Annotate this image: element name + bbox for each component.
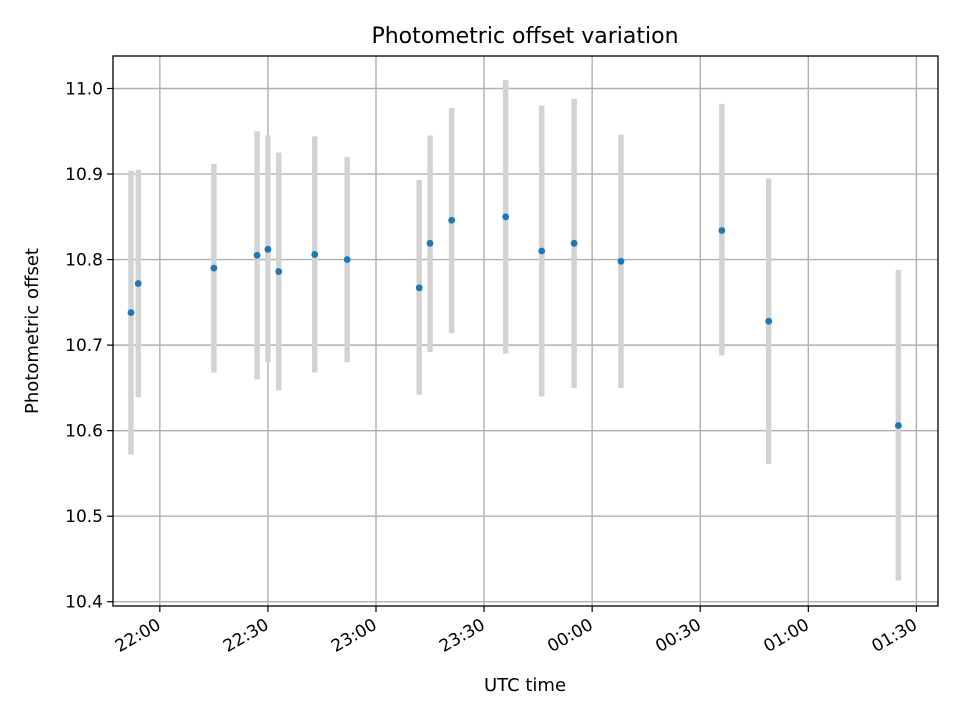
y-tick-label: 10.6	[65, 422, 103, 442]
data-point	[718, 227, 726, 234]
data-point	[210, 264, 218, 272]
data-point	[415, 284, 423, 292]
data-point	[264, 245, 272, 253]
x-axis-label: UTC time	[484, 675, 566, 696]
data-point	[426, 239, 434, 247]
y-tick-label: 10.7	[65, 336, 103, 356]
data-point	[617, 257, 625, 265]
plot-frame	[112, 55, 939, 607]
y-tick-label: 11.0	[65, 80, 103, 100]
data-point	[134, 280, 142, 287]
y-tick-label: 10.8	[65, 251, 103, 271]
data-point	[765, 317, 773, 325]
data-point	[275, 268, 283, 275]
data-point	[343, 256, 351, 263]
data-point	[448, 216, 456, 224]
data-point	[311, 251, 319, 258]
data-point	[253, 251, 261, 259]
data-point	[894, 422, 902, 429]
y-tick-label: 10.9	[65, 165, 103, 185]
data-layer	[127, 79, 902, 581]
y-axis-label: Photometric offset	[22, 248, 43, 414]
data-point	[570, 239, 578, 247]
data-point	[538, 247, 546, 255]
chart-title: Photometric offset variation	[371, 24, 678, 49]
y-tick-label: 10.5	[65, 507, 103, 527]
data-point	[502, 213, 510, 221]
data-point	[127, 309, 135, 317]
grid-layer	[113, 56, 938, 606]
y-tick-label: 10.4	[65, 593, 103, 613]
